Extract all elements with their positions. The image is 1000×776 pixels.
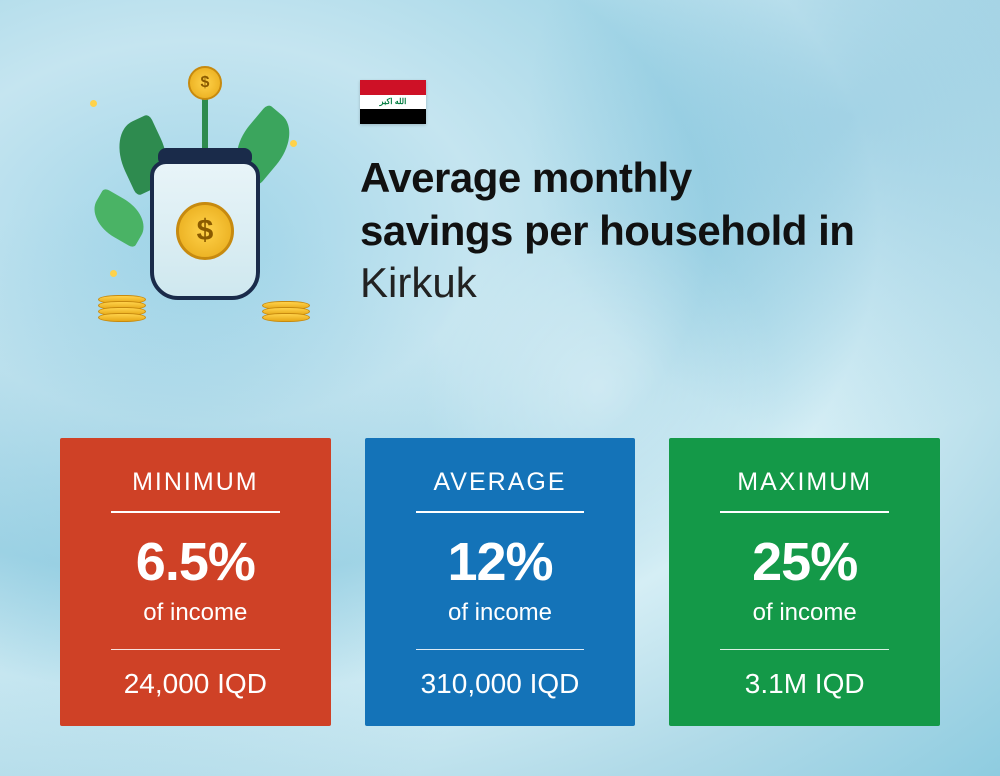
title-location: Kirkuk <box>360 259 940 307</box>
sparkle-icon <box>110 270 117 277</box>
stat-card-average: AVERAGE 12% of income 310,000 IQD <box>365 438 636 726</box>
stat-card-minimum: MINIMUM 6.5% of income 24,000 IQD <box>60 438 331 726</box>
header: $ $ الله اكبر Average monthly savings pe… <box>80 70 940 330</box>
coin-stack-icon <box>262 304 310 322</box>
card-amount: 24,000 IQD <box>78 668 313 700</box>
card-subtext: of income <box>383 599 618 627</box>
iraq-flag-icon: الله اكبر <box>360 80 426 124</box>
title-line-1: Average monthly <box>360 152 940 205</box>
divider <box>111 649 280 650</box>
card-label: MAXIMUM <box>687 468 922 497</box>
flag-script: الله اكبر <box>380 97 407 106</box>
sparkle-icon <box>90 100 97 107</box>
divider <box>416 511 585 513</box>
divider <box>720 649 889 650</box>
coin-stack-icon <box>98 298 146 322</box>
divider <box>720 511 889 513</box>
divider <box>111 511 280 513</box>
coin-icon: $ <box>188 66 222 100</box>
card-subtext: of income <box>78 599 313 627</box>
card-amount: 3.1M IQD <box>687 668 922 700</box>
card-subtext: of income <box>687 599 922 627</box>
stat-cards-row: MINIMUM 6.5% of income 24,000 IQD AVERAG… <box>60 438 940 726</box>
sparkle-icon <box>290 140 297 147</box>
card-amount: 310,000 IQD <box>383 668 618 700</box>
card-label: MINIMUM <box>78 468 313 497</box>
card-percent: 12% <box>383 531 618 593</box>
title-block: الله اكبر Average monthly savings per ho… <box>360 70 940 307</box>
card-label: AVERAGE <box>383 468 618 497</box>
stat-card-maximum: MAXIMUM 25% of income 3.1M IQD <box>669 438 940 726</box>
divider <box>416 649 585 650</box>
title-line-2: savings per household in <box>360 205 940 258</box>
leaf-icon <box>85 188 152 249</box>
savings-jar-illustration: $ $ <box>80 70 320 330</box>
card-percent: 25% <box>687 531 922 593</box>
coin-icon: $ <box>176 202 234 260</box>
card-percent: 6.5% <box>78 531 313 593</box>
